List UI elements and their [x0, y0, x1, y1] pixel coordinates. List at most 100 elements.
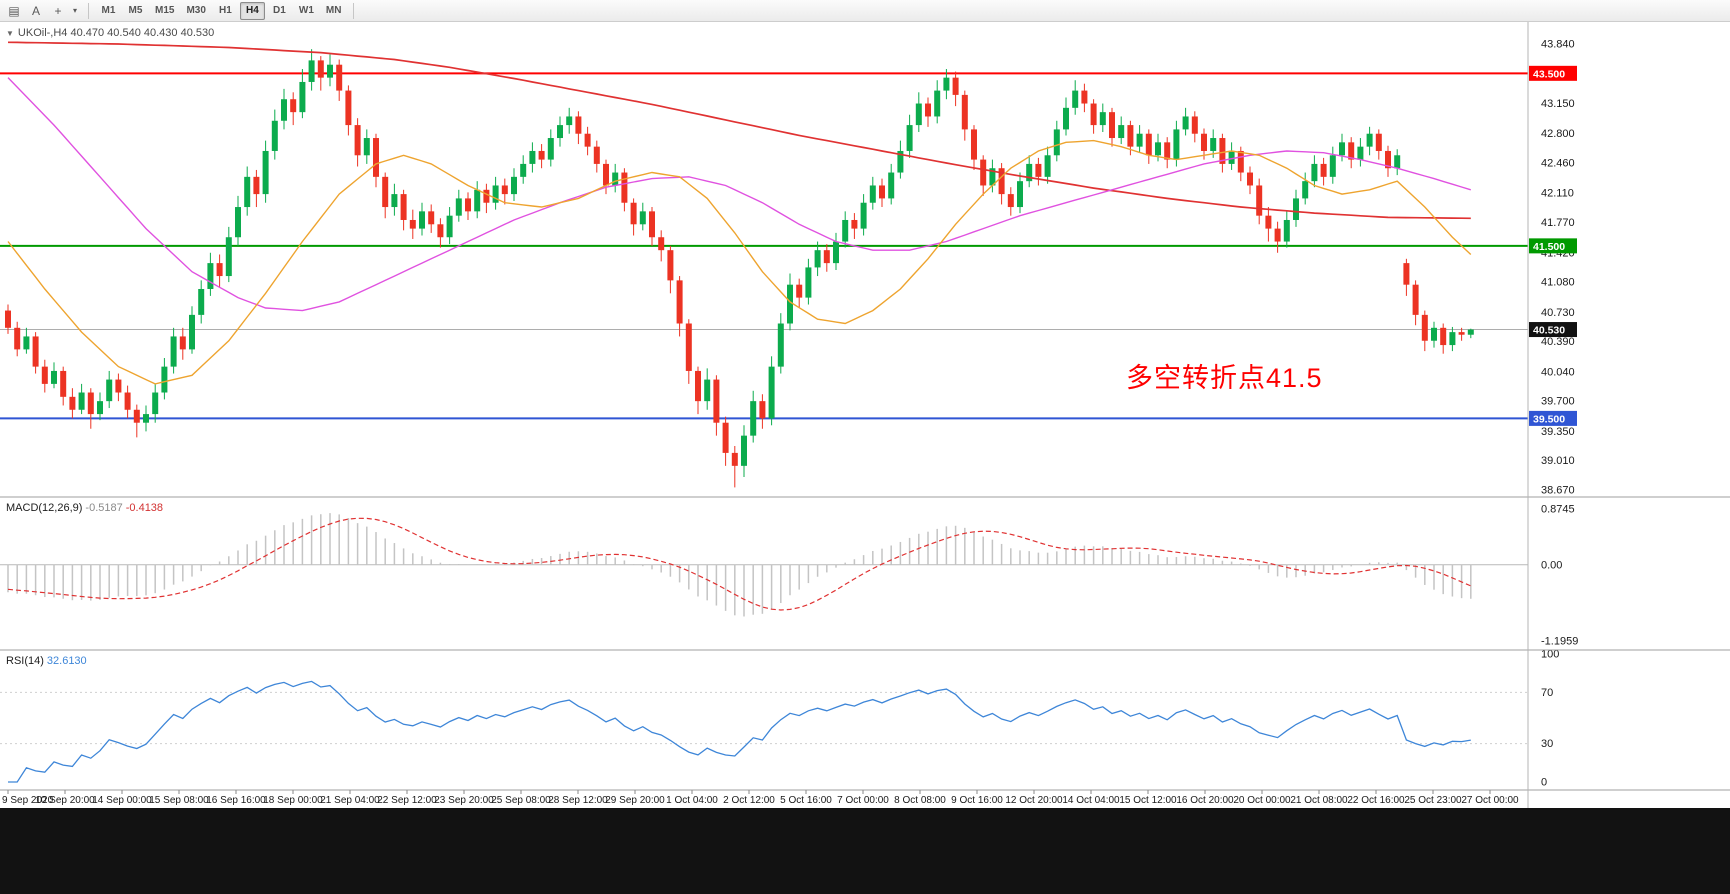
time-axis-label: 25 Sep 08:00 [491, 795, 551, 806]
ma-mid-line [7, 77, 1472, 312]
timeframe-button-D1[interactable]: D1 [273, 5, 286, 16]
timeframe-button-H4[interactable]: H4 [239, 1, 265, 20]
rsi-axis-label: 100 [1541, 649, 1559, 661]
macd-label: MACD(12,26,9) -0.5187 -0.4138 [6, 502, 163, 514]
time-axis-label: 10 Sep 20:00 [35, 795, 95, 806]
svg-text:38.670: 38.670 [1541, 484, 1575, 496]
rsi-axis-label: 0 [1541, 777, 1547, 789]
time-axis-label: 15 Oct 12:00 [1119, 795, 1177, 806]
svg-text:42.110: 42.110 [1541, 188, 1574, 200]
svg-text:39.700: 39.700 [1541, 396, 1575, 408]
macd-main-value: -0.5187 [85, 502, 123, 514]
svg-text:43.500: 43.500 [1533, 68, 1565, 80]
svg-text:40.530: 40.530 [1533, 325, 1565, 337]
hline-price-tag: 39.500 [1529, 410, 1577, 426]
time-axis-label: 2 Oct 12:00 [723, 795, 775, 806]
timeframe-button-MN[interactable]: MN [325, 5, 342, 16]
macd-axis-label: 0.00 [1541, 559, 1562, 571]
time-axis-label: 12 Oct 20:00 [1005, 795, 1063, 806]
svg-text:41.080: 41.080 [1541, 277, 1575, 289]
ma-fast-line [7, 139, 1472, 385]
rsi-name: RSI(14) [6, 655, 44, 667]
time-axis-label: 14 Sep 00:00 [92, 795, 152, 806]
time-axis-label: 14 Oct 04:00 [1062, 795, 1120, 806]
time-axis-label: 16 Sep 16:00 [206, 795, 266, 806]
svg-text:43.150: 43.150 [1541, 98, 1575, 110]
candlesticks [5, 49, 1474, 488]
macd-panel[interactable] [0, 497, 1528, 650]
timeframe-button-M5[interactable]: M5 [128, 5, 143, 16]
timeframe-button-group: M1 M5 M15 M30 H1 H4 D1 W1 MN [95, 1, 347, 20]
svg-text:42.460: 42.460 [1541, 158, 1575, 170]
macd-name: MACD(12,26,9) [6, 502, 83, 514]
svg-text:42.800: 42.800 [1541, 128, 1575, 140]
rsi-line [8, 680, 1471, 783]
time-axis-label: 21 Sep 04:00 [320, 795, 380, 806]
time-axis-label: 29 Sep 20:00 [605, 795, 665, 806]
time-axis-label: 23 Sep 20:00 [434, 795, 494, 806]
macd-axis-label: 0.8745 [1541, 504, 1575, 516]
macd-plot-surface[interactable] [0, 497, 1528, 650]
time-axis-label: 5 Oct 16:00 [780, 795, 832, 806]
svg-text:40.730: 40.730 [1541, 307, 1575, 319]
charts-grid-icon[interactable]: ▤ [8, 3, 20, 18]
timeframe-button-M15[interactable]: M15 [155, 5, 175, 16]
svg-text:41.500: 41.500 [1533, 241, 1565, 253]
hline-price-tag: 43.500 [1529, 65, 1577, 81]
tool-dropdown-caret-icon[interactable]: ▾ [72, 6, 77, 15]
macd-axis-label: -1.1959 [1541, 636, 1578, 648]
svg-text:39.350: 39.350 [1541, 426, 1575, 438]
time-axis-label: 15 Sep 08:00 [149, 795, 209, 806]
symbol-ohlc-label: ▼ UKOil-,H4 40.470 40.540 40.430 40.530 [6, 27, 214, 39]
bottom-dark-bar [0, 808, 1730, 894]
rsi-plot-surface[interactable] [0, 650, 1528, 790]
chart-dropdown-icon[interactable]: ▼ [6, 28, 14, 38]
time-axis-label: 28 Sep 12:00 [548, 795, 608, 806]
time-axis-label: 22 Sep 12:00 [377, 795, 437, 806]
timeframe-button-M1[interactable]: M1 [101, 5, 116, 16]
text-tool-icon[interactable]: A [31, 3, 40, 18]
timeframe-button-W1[interactable]: W1 [298, 5, 314, 16]
main-price-panel[interactable] [0, 22, 1528, 497]
rsi-value: 32.6130 [46, 655, 87, 667]
time-axis-label: 1 Oct 04:00 [666, 795, 718, 806]
rsi-label: RSI(14) 32.6130 [6, 655, 87, 667]
toolbar-icon-group: ▤ A + ▾ [4, 2, 82, 20]
macd-signal-value: -0.4138 [125, 502, 164, 514]
crosshair-tool-icon[interactable]: + [54, 3, 62, 18]
time-axis-label: 16 Oct 20:00 [1176, 795, 1234, 806]
svg-text:41.770: 41.770 [1541, 217, 1575, 229]
time-axis-label: 7 Oct 00:00 [837, 795, 889, 806]
svg-text:39.500: 39.500 [1533, 413, 1565, 425]
svg-text:40.040: 40.040 [1541, 366, 1575, 378]
time-axis-label: 25 Oct 23:00 [1404, 795, 1462, 806]
ma-slow-line [7, 41, 1471, 220]
svg-text:43.840: 43.840 [1541, 39, 1575, 51]
current-price-tag: 40.530 [1529, 322, 1577, 338]
toolbar-separator [88, 2, 89, 19]
timeframe-button-H1[interactable]: H1 [219, 5, 232, 16]
timeframe-button-M30[interactable]: M30 [186, 5, 206, 16]
symbol-ohlc-text: UKOil-,H4 40.470 40.540 40.430 40.530 [17, 27, 215, 39]
time-axis-label: 9 Sep 2020 [2, 795, 54, 806]
macd-signal-line [7, 517, 1472, 611]
time-axis-label: 8 Oct 08:00 [894, 795, 946, 806]
toolbar-separator [353, 2, 355, 19]
chart-toolbar: ▤ A + ▾ M1 M5 M15 M30 H1 H4 D1 W1 MN [0, 0, 1730, 22]
time-axis-label: 22 Oct 16:00 [1347, 795, 1405, 806]
rsi-axis-label: 70 [1541, 687, 1553, 699]
rsi-panel[interactable] [0, 650, 1528, 790]
time-axis-label: 18 Sep 00:00 [263, 795, 323, 806]
time-axis-label: 9 Oct 16:00 [951, 795, 1003, 806]
time-axis-label: 20 Oct 00:00 [1233, 795, 1291, 806]
rsi-axis-label: 30 [1541, 738, 1553, 750]
time-axis-label: 27 Oct 00:00 [1461, 795, 1519, 806]
svg-text:39.010: 39.010 [1541, 455, 1575, 467]
hline-price-tag: 41.500 [1529, 238, 1577, 254]
price-axis[interactable]: 43.84043.50043.15042.80042.46042.11041.7… [1541, 39, 1575, 497]
time-axis-label: 21 Oct 08:00 [1290, 795, 1348, 806]
